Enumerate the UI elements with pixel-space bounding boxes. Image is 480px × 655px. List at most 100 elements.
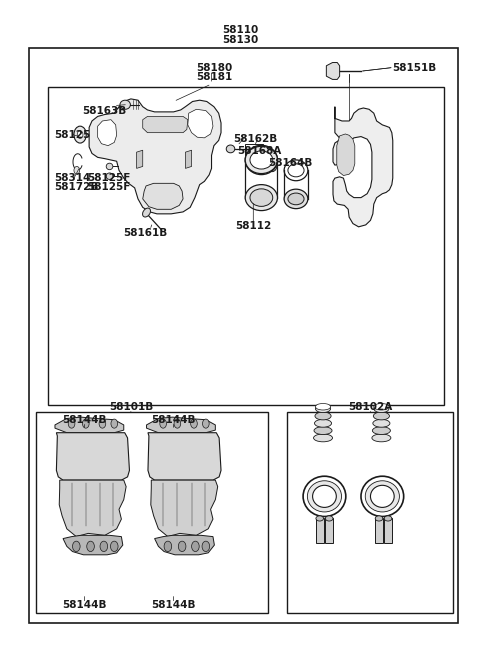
Polygon shape: [59, 480, 126, 536]
Bar: [325, 519, 333, 543]
Polygon shape: [148, 433, 221, 480]
Polygon shape: [151, 480, 218, 536]
Text: 58125F: 58125F: [87, 173, 131, 183]
Ellipse shape: [365, 481, 399, 512]
Ellipse shape: [106, 173, 113, 179]
Bar: [48, 87, 444, 405]
Ellipse shape: [374, 405, 389, 413]
Text: 58168A: 58168A: [238, 146, 282, 156]
Ellipse shape: [315, 403, 331, 410]
Polygon shape: [56, 433, 130, 480]
Text: 58144B: 58144B: [62, 415, 107, 424]
Circle shape: [87, 541, 95, 552]
Ellipse shape: [372, 426, 390, 434]
Bar: [288, 412, 454, 613]
Ellipse shape: [226, 145, 235, 153]
Text: 58151B: 58151B: [392, 63, 436, 73]
Ellipse shape: [374, 403, 389, 410]
Polygon shape: [143, 117, 188, 133]
Ellipse shape: [315, 412, 331, 420]
Circle shape: [77, 131, 83, 138]
Text: 58164B: 58164B: [268, 159, 313, 168]
Bar: [375, 519, 383, 543]
Ellipse shape: [316, 516, 324, 521]
Circle shape: [74, 126, 86, 143]
Bar: [245, 143, 263, 157]
Text: 58125: 58125: [54, 130, 90, 140]
Circle shape: [202, 541, 210, 552]
Ellipse shape: [373, 419, 390, 427]
Circle shape: [267, 159, 277, 172]
Ellipse shape: [245, 145, 277, 174]
Polygon shape: [89, 99, 221, 214]
Ellipse shape: [245, 146, 277, 174]
Polygon shape: [326, 62, 340, 79]
Polygon shape: [97, 120, 117, 145]
Ellipse shape: [284, 160, 308, 181]
Circle shape: [68, 419, 75, 428]
Circle shape: [100, 541, 108, 552]
Text: 58163B: 58163B: [83, 106, 127, 116]
Ellipse shape: [313, 434, 333, 442]
Ellipse shape: [303, 476, 346, 517]
Polygon shape: [137, 150, 143, 168]
Ellipse shape: [371, 485, 394, 508]
Ellipse shape: [315, 405, 331, 413]
Ellipse shape: [284, 189, 308, 209]
Ellipse shape: [143, 208, 151, 217]
Ellipse shape: [312, 485, 336, 508]
Ellipse shape: [288, 164, 304, 177]
Circle shape: [174, 419, 180, 428]
Bar: [29, 48, 458, 623]
Text: 58144B: 58144B: [151, 415, 196, 424]
Polygon shape: [333, 107, 393, 227]
Ellipse shape: [250, 189, 273, 206]
Polygon shape: [55, 417, 124, 433]
Circle shape: [111, 419, 118, 428]
Polygon shape: [63, 535, 123, 555]
Polygon shape: [188, 109, 213, 138]
Ellipse shape: [120, 100, 131, 109]
Circle shape: [83, 419, 89, 428]
Circle shape: [179, 541, 186, 552]
Text: 58314: 58314: [54, 173, 90, 183]
Text: 58172B: 58172B: [54, 182, 98, 192]
Bar: [384, 519, 392, 543]
Text: 58162B: 58162B: [233, 134, 277, 144]
Polygon shape: [146, 417, 216, 433]
Ellipse shape: [384, 516, 392, 521]
Circle shape: [99, 419, 106, 428]
Circle shape: [192, 541, 199, 552]
Circle shape: [164, 541, 172, 552]
Circle shape: [160, 419, 167, 428]
Text: 58144B: 58144B: [151, 601, 196, 610]
Text: 58125F: 58125F: [87, 182, 131, 192]
Ellipse shape: [314, 426, 332, 434]
Ellipse shape: [307, 481, 342, 512]
Text: 58102A: 58102A: [348, 402, 393, 412]
Circle shape: [191, 419, 197, 428]
Text: 58161B: 58161B: [123, 229, 167, 238]
Ellipse shape: [372, 434, 391, 442]
Text: 58180: 58180: [196, 63, 232, 73]
Polygon shape: [155, 535, 215, 555]
Bar: [316, 519, 324, 543]
Ellipse shape: [250, 150, 273, 170]
Polygon shape: [337, 134, 355, 176]
Text: 58181: 58181: [196, 73, 232, 83]
Circle shape: [74, 166, 80, 174]
Text: 58144B: 58144B: [62, 601, 107, 610]
Polygon shape: [185, 150, 192, 168]
Ellipse shape: [325, 516, 333, 521]
Ellipse shape: [106, 163, 113, 170]
Ellipse shape: [361, 476, 404, 517]
Ellipse shape: [245, 185, 277, 211]
Text: 58130: 58130: [222, 35, 258, 45]
Ellipse shape: [288, 193, 304, 205]
Polygon shape: [143, 183, 183, 210]
Text: 58101B: 58101B: [109, 402, 153, 412]
Circle shape: [203, 419, 209, 428]
Ellipse shape: [250, 151, 273, 169]
Ellipse shape: [314, 419, 332, 427]
Ellipse shape: [373, 412, 389, 420]
